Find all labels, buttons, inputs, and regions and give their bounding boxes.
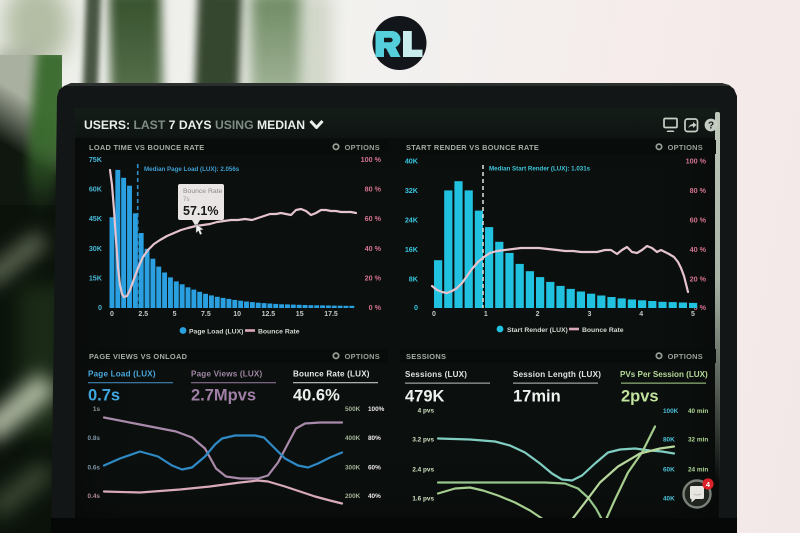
svg-text:OPTIONS: OPTIONS xyxy=(345,352,380,361)
svg-text:40K: 40K xyxy=(663,495,675,502)
svg-text:200K: 200K xyxy=(345,493,361,500)
svg-text:Page Views (LUX): Page Views (LUX) xyxy=(191,369,263,378)
svg-text:17min: 17min xyxy=(513,387,561,405)
svg-text:0 %: 0 % xyxy=(694,303,707,312)
svg-text:80 %: 80 % xyxy=(365,185,382,194)
svg-text:7s: 7s xyxy=(183,196,190,203)
svg-text:OPTIONS: OPTIONS xyxy=(668,352,703,361)
svg-text:40%: 40% xyxy=(368,493,381,500)
svg-text:100%: 100% xyxy=(368,406,385,413)
svg-text:2: 2 xyxy=(536,311,540,318)
svg-text:0: 0 xyxy=(110,311,114,318)
svg-text:2pvs: 2pvs xyxy=(621,387,659,405)
svg-text:60 %: 60 % xyxy=(365,214,382,223)
svg-text:4 pvs: 4 pvs xyxy=(418,407,435,414)
svg-text:0.6s: 0.6s xyxy=(88,464,101,471)
svg-text:PVs Per Session (LUX): PVs Per Session (LUX) xyxy=(620,370,708,379)
svg-text:40.6%: 40.6% xyxy=(293,386,340,404)
svg-text:0.4s: 0.4s xyxy=(88,493,101,500)
svg-text:Bounce Rate (LUX): Bounce Rate (LUX) xyxy=(293,369,370,378)
svg-text:PAGE VIEWS VS ONLOAD: PAGE VIEWS VS ONLOAD xyxy=(89,352,188,361)
svg-text:Page Load (LUX): Page Load (LUX) xyxy=(189,329,243,336)
svg-text:OPTIONS: OPTIONS xyxy=(345,143,380,152)
svg-text:7.5: 7.5 xyxy=(201,311,211,318)
svg-text:Sessions (LUX): Sessions (LUX) xyxy=(405,370,467,379)
svg-text:479K: 479K xyxy=(405,387,445,405)
svg-text:1: 1 xyxy=(484,311,488,318)
svg-text:80%: 80% xyxy=(368,435,381,442)
svg-text:SESSIONS: SESSIONS xyxy=(406,352,446,361)
svg-text:80 %: 80 % xyxy=(690,186,707,195)
svg-text:2.5: 2.5 xyxy=(138,311,148,318)
svg-text:1s: 1s xyxy=(93,406,101,413)
svg-text:OPTIONS: OPTIONS xyxy=(668,143,703,152)
svg-text:START RENDER VS BOUNCE RATE: START RENDER VS BOUNCE RATE xyxy=(406,143,539,152)
svg-text:500K: 500K xyxy=(345,406,361,413)
svg-text:Median Start Render (LUX): 1.0: Median Start Render (LUX): 1.031s xyxy=(489,166,591,173)
svg-text:20 %: 20 % xyxy=(690,275,707,284)
svg-text:0: 0 xyxy=(98,303,102,312)
svg-text:40 min: 40 min xyxy=(688,408,708,415)
svg-text:60K: 60K xyxy=(663,466,675,473)
svg-text:8K: 8K xyxy=(409,275,419,284)
svg-text:Page Load (LUX): Page Load (LUX) xyxy=(88,369,156,378)
svg-text:5: 5 xyxy=(691,311,695,318)
svg-text:10: 10 xyxy=(233,311,241,318)
svg-text:40 %: 40 % xyxy=(690,245,707,254)
svg-text:0 %: 0 % xyxy=(369,303,382,312)
svg-text:100 %: 100 % xyxy=(686,157,707,166)
svg-text:15K: 15K xyxy=(89,273,103,282)
svg-text:24 min: 24 min xyxy=(688,466,708,473)
svg-text:100 %: 100 % xyxy=(361,155,382,164)
svg-text:4: 4 xyxy=(706,480,711,489)
svg-text:Start Render (LUX): Start Render (LUX) xyxy=(507,327,568,334)
svg-text:0.8s: 0.8s xyxy=(88,435,101,442)
svg-text:100K: 100K xyxy=(663,408,679,415)
svg-text:0.7s: 0.7s xyxy=(88,386,120,404)
svg-text:16K: 16K xyxy=(405,245,419,254)
svg-text:2.4 pvs: 2.4 pvs xyxy=(412,466,434,473)
svg-text:80K: 80K xyxy=(663,436,675,443)
svg-text:5: 5 xyxy=(173,311,177,318)
svg-text:2.7Mpvs: 2.7Mpvs xyxy=(191,386,256,404)
svg-text:4: 4 xyxy=(639,311,643,318)
svg-text:24K: 24K xyxy=(405,216,419,225)
svg-text:60%: 60% xyxy=(368,464,381,471)
svg-text:32K: 32K xyxy=(405,186,419,195)
svg-text:60K: 60K xyxy=(89,185,103,194)
svg-text:Median Page Load (LUX): 2.056s: Median Page Load (LUX): 2.056s xyxy=(144,166,240,173)
svg-text:3: 3 xyxy=(587,311,591,318)
svg-text:20 %: 20 % xyxy=(365,273,382,282)
svg-text:400K: 400K xyxy=(345,435,361,442)
svg-text:300K: 300K xyxy=(345,464,361,471)
svg-text:12.5: 12.5 xyxy=(262,311,276,318)
svg-text:0: 0 xyxy=(414,303,418,312)
svg-text:Bounce Rate: Bounce Rate xyxy=(183,188,223,195)
svg-text:30K: 30K xyxy=(89,244,103,253)
svg-text:32 min: 32 min xyxy=(688,436,708,443)
svg-text:0: 0 xyxy=(432,311,436,318)
svg-text:40K: 40K xyxy=(405,157,419,166)
svg-text:3.2 pvs: 3.2 pvs xyxy=(412,436,434,443)
svg-text:Bounce Rate: Bounce Rate xyxy=(258,329,300,336)
svg-text:LOAD TIME VS BOUNCE RATE: LOAD TIME VS BOUNCE RATE xyxy=(89,143,204,152)
svg-text:75K: 75K xyxy=(89,155,103,164)
svg-text:57.1%: 57.1% xyxy=(183,204,218,218)
svg-text:Session Length (LUX): Session Length (LUX) xyxy=(513,370,601,379)
svg-text:40 %: 40 % xyxy=(365,244,382,253)
svg-text:60 %: 60 % xyxy=(690,216,707,225)
svg-text:45K: 45K xyxy=(89,214,103,223)
svg-text:Bounce Rate: Bounce Rate xyxy=(582,327,624,334)
svg-text:17.5: 17.5 xyxy=(324,311,338,318)
svg-text:1.6 pvs: 1.6 pvs xyxy=(412,495,434,502)
svg-text:?: ? xyxy=(708,121,714,132)
svg-text:15: 15 xyxy=(296,311,304,318)
